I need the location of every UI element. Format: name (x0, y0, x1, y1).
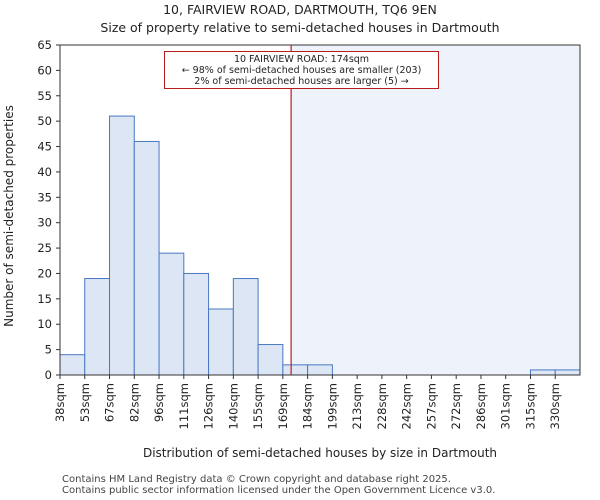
bar-38sqm (59, 354, 86, 376)
footer-licence: Contains public sector information licen… (62, 485, 496, 496)
annotation-line-1: 10 FAIRVIEW ROAD: 174sqm (233, 54, 370, 65)
y-tick-label: 25 (37, 241, 52, 255)
x-tick-label: 111sqm (177, 383, 191, 429)
y-tick-label: 20 (37, 266, 52, 280)
property-annotation-box: 10 FAIRVIEW ROAD: 174sqm ← 98% of semi-d… (164, 51, 439, 89)
y-tick-label: 45 (37, 140, 52, 154)
x-tick-label: 330sqm (548, 383, 562, 429)
x-tick-label: 82sqm (127, 383, 141, 422)
chart-subtitle: Size of property relative to semi-detach… (100, 20, 500, 35)
y-tick-label: 40 (37, 165, 52, 179)
bar-184sqm (307, 364, 333, 376)
x-tick-label: 96sqm (152, 383, 166, 422)
bar-82sqm (133, 140, 160, 376)
y-tick-label: 10 (37, 317, 52, 331)
y-tick-label: 60 (37, 63, 52, 77)
x-tick-label: 155sqm (251, 383, 265, 429)
larger-region-shade (291, 45, 580, 375)
x-tick-label: 228sqm (375, 383, 389, 429)
x-tick-label: 315sqm (523, 383, 537, 429)
x-axis-label: Distribution of semi-detached houses by … (143, 446, 497, 460)
x-tick-label: 169sqm (276, 383, 290, 429)
bar-53sqm (84, 278, 111, 376)
x-tick-label: 242sqm (400, 383, 414, 429)
plot-frame (59, 44, 581, 376)
footer-copyright: Contains HM Land Registry data © Crown c… (62, 474, 451, 485)
x-tick-label: 38sqm (53, 383, 67, 422)
x-tick-label: 286sqm (474, 383, 488, 429)
x-tick-label: 272sqm (449, 383, 463, 429)
x-tick-label: 199sqm (325, 383, 339, 429)
y-tick-label: 50 (37, 114, 52, 128)
x-tick-label: 301sqm (499, 383, 513, 429)
x-tick-label: 126sqm (202, 383, 216, 429)
y-axis-label: Number of semi-detached properties (2, 105, 16, 327)
x-tick-label: 67sqm (103, 383, 117, 422)
y-tick-label: 55 (37, 89, 52, 103)
bar-315sqm (529, 369, 556, 376)
annotation-line-2: ← 98% of semi-detached houses are smalle… (181, 65, 422, 76)
bar-96sqm (158, 252, 185, 376)
bar-67sqm (109, 115, 135, 376)
x-tick-label: 53sqm (78, 383, 92, 422)
y-tick-label: 15 (37, 292, 52, 306)
y-tick-label: 5 (45, 343, 52, 357)
bar-126sqm (208, 308, 234, 376)
bar-169sqm (282, 364, 309, 376)
y-tick-label: 0 (45, 368, 52, 382)
x-tick-label: 257sqm (424, 383, 438, 429)
bar-140sqm (232, 278, 259, 376)
y-tick-label: 30 (37, 216, 52, 230)
x-tick-label: 140sqm (226, 383, 240, 429)
bar-155sqm (257, 344, 284, 376)
bar-330sqm (554, 369, 581, 376)
y-tick-label: 35 (37, 190, 52, 204)
bar-111sqm (183, 272, 210, 376)
y-tick-label: 65 (37, 38, 52, 52)
annotation-line-3: 2% of semi-detached houses are larger (5… (194, 76, 409, 87)
x-tick-label: 213sqm (350, 383, 364, 429)
x-tick-label: 184sqm (301, 383, 315, 429)
chart-title: 10, FAIRVIEW ROAD, DARTMOUTH, TQ6 9EN (163, 2, 437, 17)
